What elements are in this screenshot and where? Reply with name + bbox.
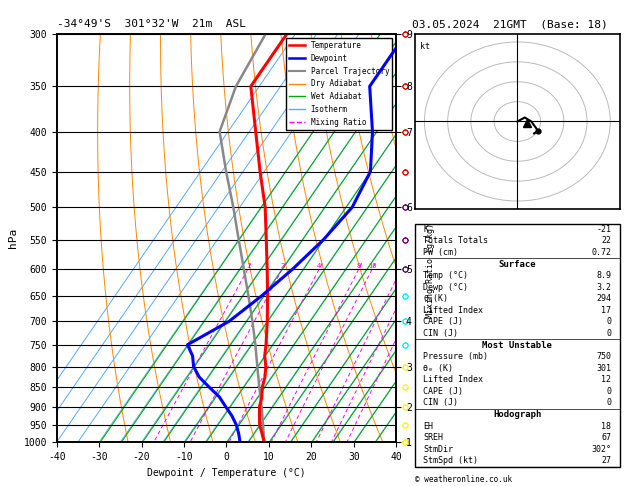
Legend: Temperature, Dewpoint, Parcel Trajectory, Dry Adiabat, Wet Adiabat, Isotherm, Mi: Temperature, Dewpoint, Parcel Trajectory… bbox=[286, 38, 392, 130]
X-axis label: Dewpoint / Temperature (°C): Dewpoint / Temperature (°C) bbox=[147, 468, 306, 478]
Text: 18: 18 bbox=[601, 421, 611, 431]
Text: 0: 0 bbox=[606, 317, 611, 327]
FancyBboxPatch shape bbox=[415, 224, 620, 467]
Text: 17: 17 bbox=[601, 306, 611, 315]
Text: 03.05.2024  21GMT  (Base: 18): 03.05.2024 21GMT (Base: 18) bbox=[412, 19, 608, 30]
Y-axis label: km
ASL: km ASL bbox=[431, 238, 448, 260]
Text: 3.2: 3.2 bbox=[596, 283, 611, 292]
Text: CAPE (J): CAPE (J) bbox=[423, 317, 464, 327]
Text: K: K bbox=[423, 225, 428, 234]
Text: 8: 8 bbox=[357, 263, 361, 269]
Text: Totals Totals: Totals Totals bbox=[423, 236, 488, 245]
Text: PW (cm): PW (cm) bbox=[423, 248, 459, 257]
Text: Lifted Index: Lifted Index bbox=[423, 306, 483, 315]
Text: Lifted Index: Lifted Index bbox=[423, 375, 483, 384]
Text: -34°49'S  301°32'W  21m  ASL: -34°49'S 301°32'W 21m ASL bbox=[57, 19, 245, 30]
Text: 1: 1 bbox=[246, 263, 250, 269]
Text: 4: 4 bbox=[317, 263, 321, 269]
Text: -21: -21 bbox=[596, 225, 611, 234]
Text: 27: 27 bbox=[601, 456, 611, 465]
Text: 0: 0 bbox=[606, 387, 611, 396]
Text: 750: 750 bbox=[596, 352, 611, 361]
Text: 302°: 302° bbox=[591, 445, 611, 454]
Text: θₑ (K): θₑ (K) bbox=[423, 364, 454, 373]
Text: 22: 22 bbox=[601, 236, 611, 245]
Text: 294: 294 bbox=[596, 295, 611, 303]
Text: LCL: LCL bbox=[498, 418, 513, 428]
Text: 2: 2 bbox=[280, 263, 284, 269]
Text: © weatheronline.co.uk: © weatheronline.co.uk bbox=[415, 474, 512, 484]
Text: θₑ(K): θₑ(K) bbox=[423, 295, 448, 303]
Text: 12: 12 bbox=[601, 375, 611, 384]
Text: 0: 0 bbox=[606, 329, 611, 338]
Text: Surface: Surface bbox=[499, 260, 536, 269]
Text: CAPE (J): CAPE (J) bbox=[423, 387, 464, 396]
Text: 67: 67 bbox=[601, 433, 611, 442]
Text: SREH: SREH bbox=[423, 433, 443, 442]
Text: 0.72: 0.72 bbox=[591, 248, 611, 257]
Text: Temp (°C): Temp (°C) bbox=[423, 271, 469, 280]
Y-axis label: hPa: hPa bbox=[8, 228, 18, 248]
Text: CIN (J): CIN (J) bbox=[423, 329, 459, 338]
Text: StmSpd (kt): StmSpd (kt) bbox=[423, 456, 478, 465]
Text: StmDir: StmDir bbox=[423, 445, 454, 454]
Text: Most Unstable: Most Unstable bbox=[482, 341, 552, 349]
Text: Mixing Ratio (g/kg): Mixing Ratio (g/kg) bbox=[426, 223, 435, 318]
Text: Dewp (°C): Dewp (°C) bbox=[423, 283, 469, 292]
Text: Pressure (mb): Pressure (mb) bbox=[423, 352, 488, 361]
Text: 8.9: 8.9 bbox=[596, 271, 611, 280]
Text: 10: 10 bbox=[368, 263, 376, 269]
Text: CIN (J): CIN (J) bbox=[423, 399, 459, 407]
Text: Hodograph: Hodograph bbox=[493, 410, 542, 419]
Text: 0: 0 bbox=[606, 399, 611, 407]
Text: EH: EH bbox=[423, 421, 433, 431]
Text: kt: kt bbox=[420, 42, 430, 51]
Text: 301: 301 bbox=[596, 364, 611, 373]
